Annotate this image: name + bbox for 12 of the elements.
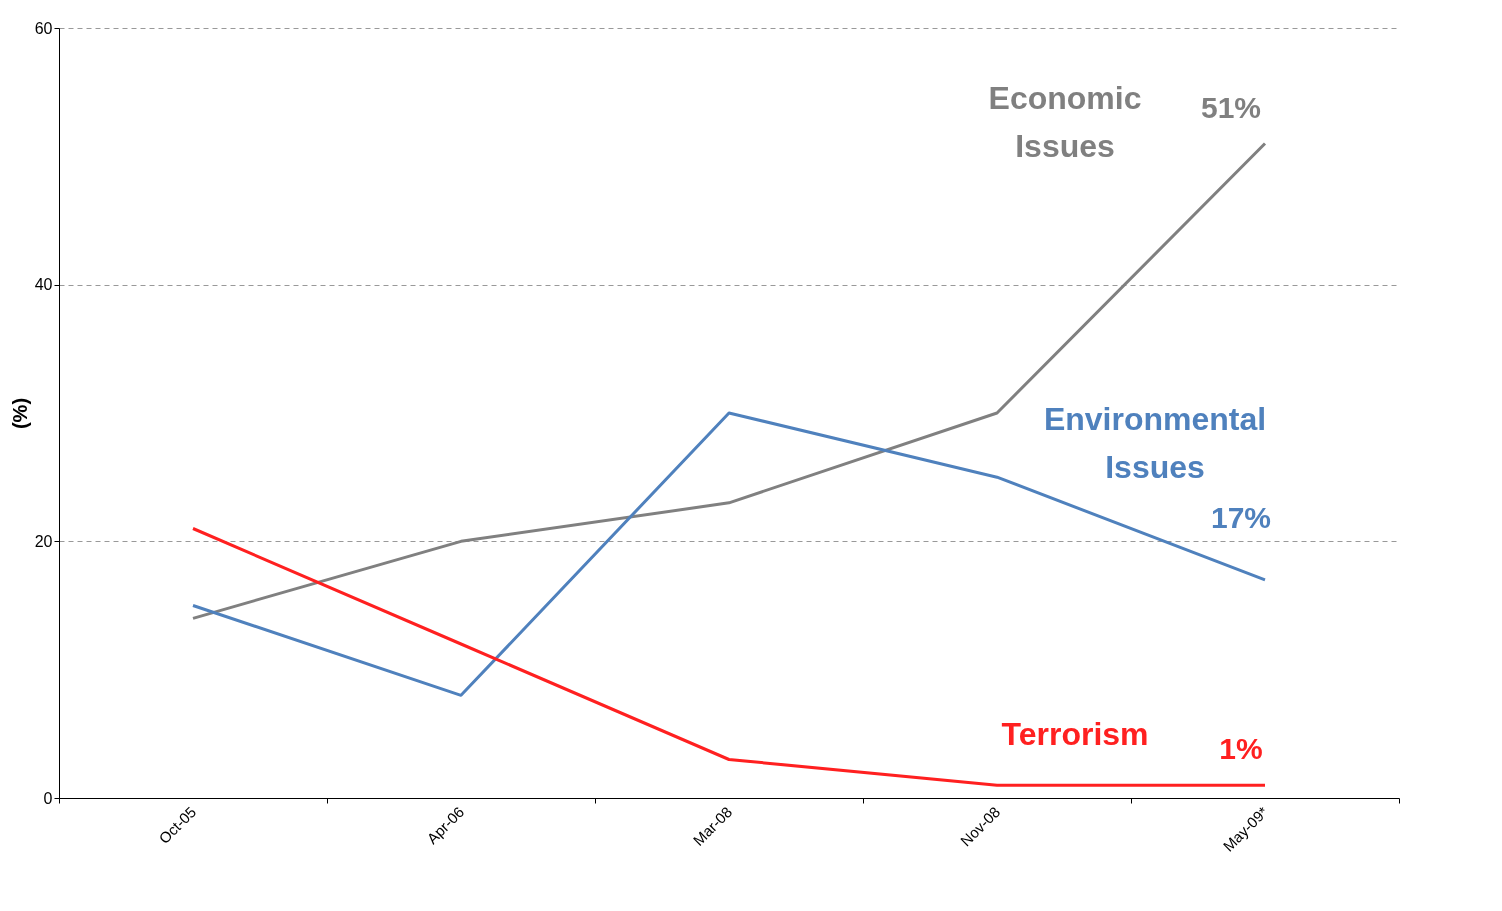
line-series [191, 527, 1267, 787]
y-tick-label: 40 [34, 276, 53, 294]
y-tick-label: 60 [34, 19, 53, 37]
data-label: 51% [1200, 90, 1262, 124]
y-tick-label: 0 [43, 789, 53, 807]
series-label: Terrorism [1001, 716, 1149, 753]
y-axis-title: (%) [8, 397, 31, 430]
y-tick-label: 20 [34, 532, 53, 550]
series-label: Environmental Issues [1043, 400, 1267, 485]
data-label: 1% [1219, 732, 1263, 766]
text: Economic Issues [988, 79, 1142, 164]
data-label: 17% [1210, 500, 1272, 534]
